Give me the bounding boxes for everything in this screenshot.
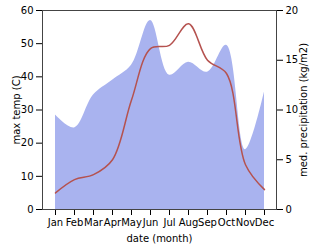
svg-text:Aug: Aug bbox=[179, 217, 199, 228]
svg-text:5: 5 bbox=[286, 154, 292, 165]
svg-text:0: 0 bbox=[286, 204, 292, 215]
svg-text:Mar: Mar bbox=[84, 217, 104, 228]
svg-text:40: 40 bbox=[21, 71, 34, 82]
svg-text:Apr: Apr bbox=[104, 217, 122, 228]
svg-text:Jun: Jun bbox=[142, 217, 159, 228]
svg-text:med. precipitation (kg/m2): med. precipitation (kg/m2) bbox=[298, 43, 309, 177]
svg-text:Dec: Dec bbox=[255, 217, 274, 228]
svg-text:0: 0 bbox=[27, 204, 33, 215]
svg-text:10: 10 bbox=[286, 104, 299, 115]
svg-text:20: 20 bbox=[21, 137, 34, 148]
svg-text:20: 20 bbox=[286, 5, 299, 16]
svg-text:May: May bbox=[121, 217, 142, 228]
svg-text:Oct: Oct bbox=[218, 217, 235, 228]
svg-text:15: 15 bbox=[286, 54, 299, 65]
svg-text:Feb: Feb bbox=[66, 217, 84, 228]
svg-text:date (month): date (month) bbox=[127, 233, 193, 244]
svg-text:Nov: Nov bbox=[236, 217, 256, 228]
svg-text:10: 10 bbox=[21, 171, 34, 182]
svg-text:30: 30 bbox=[21, 104, 34, 115]
svg-text:50: 50 bbox=[21, 38, 34, 49]
svg-text:Sep: Sep bbox=[198, 217, 217, 228]
svg-text:Jul: Jul bbox=[162, 217, 175, 228]
svg-text:max temp (C): max temp (C) bbox=[11, 75, 22, 144]
svg-text:Jan: Jan bbox=[47, 217, 63, 228]
svg-text:60: 60 bbox=[21, 5, 34, 16]
